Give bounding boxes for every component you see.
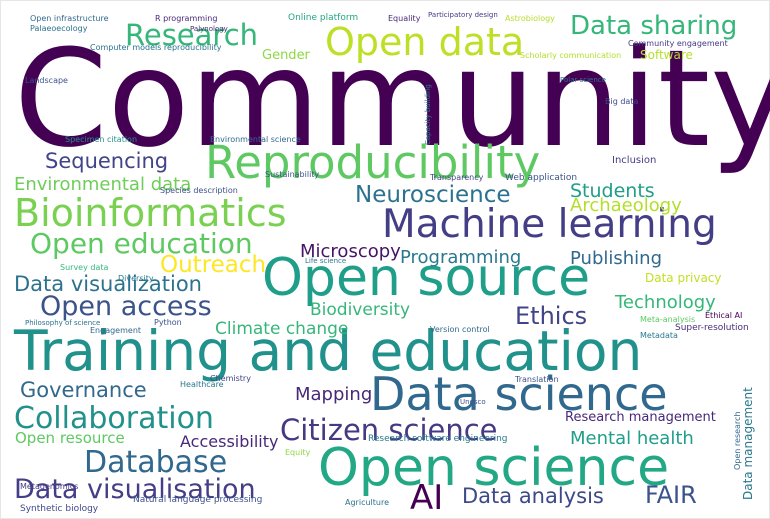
word: Polar science: [560, 76, 606, 84]
word: Programming: [400, 247, 521, 268]
word: Palynology: [190, 25, 228, 33]
word: Environmental science: [210, 135, 301, 144]
word: Super-resolution: [675, 323, 749, 333]
word: Machine learning: [382, 202, 717, 247]
word: Mental health: [570, 428, 694, 449]
word: Community engagement: [628, 39, 728, 48]
word: Engagement: [90, 326, 141, 335]
word: Bioinformatics: [14, 191, 287, 235]
word: Database: [84, 445, 227, 480]
word: Survey data: [60, 263, 108, 272]
word: Synthetic biology: [20, 504, 99, 514]
word: Open data: [325, 20, 524, 64]
word: Outreach: [160, 252, 266, 278]
word: Equity: [285, 448, 311, 457]
word: Healthcare: [180, 380, 224, 389]
word: Capacity building: [424, 84, 432, 145]
word: Life science: [305, 257, 346, 265]
word: Transparency: [429, 173, 484, 182]
word: Participatory design: [428, 11, 498, 19]
word: Python: [154, 318, 182, 327]
word: Data privacy: [645, 271, 722, 285]
word: Translation: [514, 375, 559, 384]
word: Metagenomics: [20, 482, 78, 491]
word: Agriculture: [345, 498, 389, 507]
word: Data sharing: [570, 11, 737, 41]
word: Community: [14, 21, 770, 177]
word: Data visualisation: [14, 474, 256, 505]
word: Research management: [565, 410, 716, 425]
word: Ethics: [515, 302, 587, 330]
word: Open resource: [15, 429, 125, 447]
word: Diversity: [118, 274, 154, 283]
word: Neuroscience: [355, 182, 511, 208]
word: Mapping: [295, 384, 372, 405]
word: Citizen science: [280, 413, 498, 447]
word: Sustainability: [265, 170, 319, 179]
word: Big data: [605, 97, 638, 106]
word: Web application: [505, 173, 577, 183]
word: Microscopy: [300, 241, 401, 262]
word: Research: [125, 18, 258, 52]
word: Open source: [262, 248, 590, 308]
word: Technology: [614, 292, 716, 313]
word: Data management: [741, 387, 755, 500]
word: Software: [640, 48, 693, 62]
word: Data science: [370, 367, 668, 421]
word: Publishing: [570, 248, 662, 269]
word: Research software engineering: [368, 434, 508, 444]
word: Collaboration: [14, 401, 214, 436]
word: Astrobiology: [505, 14, 555, 23]
word: Open science: [318, 438, 669, 498]
word: Species description: [160, 186, 238, 195]
word: Unesco: [460, 398, 486, 406]
word: Equality: [388, 14, 421, 23]
word: Training and education: [13, 319, 642, 383]
word: Meta-analysis: [640, 315, 695, 324]
word: Natural language processing: [133, 495, 262, 505]
word: R programming: [155, 14, 217, 23]
word: Philosophy of science: [25, 319, 100, 327]
word: Specimen citation: [65, 135, 137, 144]
word: Inclusion: [612, 155, 656, 166]
word: Archaeology: [570, 195, 682, 216]
word: Climate change: [215, 319, 348, 339]
word: Environmental data: [14, 174, 191, 195]
word: Sequencing: [45, 149, 168, 173]
word: Governance: [20, 378, 147, 402]
word: Biodiversity: [310, 300, 410, 320]
word: Metadata: [640, 331, 678, 340]
word: Computer models reproducibility: [90, 43, 222, 52]
word: Data visualization: [14, 272, 202, 296]
word: Palaeoecology: [30, 24, 88, 33]
word: AI: [410, 478, 443, 518]
word: Chemistry: [210, 374, 251, 383]
word: Version control: [430, 325, 490, 334]
word: FAIR: [645, 481, 697, 509]
word: Online platform: [288, 13, 358, 23]
word: Open education: [30, 227, 253, 260]
word: Open infrastructure: [30, 14, 109, 23]
word: Open access: [40, 291, 212, 322]
word: Landscape: [25, 76, 68, 85]
word: Ethical AI: [705, 311, 742, 320]
word: Data analysis: [462, 484, 604, 508]
word: Accessibility: [180, 432, 278, 451]
word: Reproducibility: [205, 136, 540, 189]
word: Open research: [733, 411, 742, 470]
word: Gender: [262, 48, 311, 63]
word: Scholarly communication: [520, 51, 621, 60]
word: Students: [570, 180, 655, 202]
